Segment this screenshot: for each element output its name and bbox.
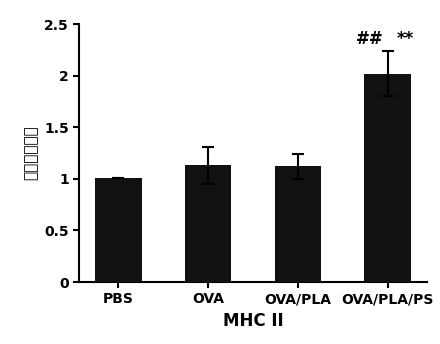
Bar: [95, 178, 142, 282]
X-axis label: MHC II: MHC II: [223, 312, 283, 330]
Text: ##: ##: [356, 30, 384, 48]
Text: **: **: [397, 30, 414, 48]
Bar: [275, 166, 321, 282]
Y-axis label: 表达水平比値: 表达水平比値: [23, 126, 38, 181]
Bar: [185, 165, 231, 282]
Bar: [364, 74, 411, 282]
